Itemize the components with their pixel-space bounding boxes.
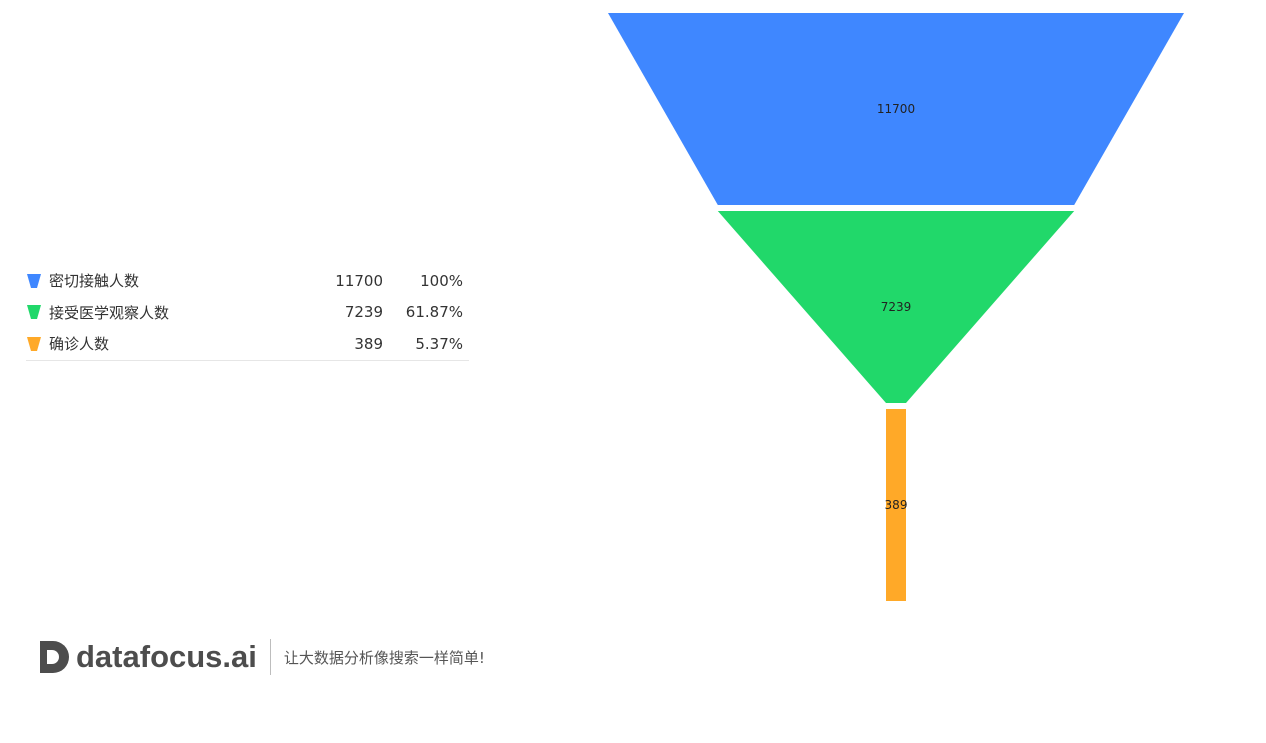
funnel-data-label: 11700 bbox=[877, 102, 915, 116]
legend-marker-shape bbox=[27, 273, 41, 288]
legend: 密切接触人数 11700 100% 接受医学观察人数 7239 61.87% 确… bbox=[26, 265, 469, 361]
footer-divider bbox=[269, 639, 271, 675]
legend-stage-name: 密切接触人数 bbox=[49, 272, 140, 291]
funnel-segment[interactable] bbox=[886, 409, 906, 601]
legend-stage-name: 确诊人数 bbox=[49, 335, 110, 354]
funnel-icon bbox=[26, 336, 42, 352]
funnel-icon bbox=[26, 273, 42, 289]
legend-stage-percent: 5.37% bbox=[415, 334, 463, 353]
funnel-data-label: 389 bbox=[885, 498, 908, 512]
legend-stage-value: 11700 bbox=[335, 271, 383, 290]
legend-stage-percent: 100% bbox=[420, 271, 463, 290]
funnel-data-label: 7239 bbox=[881, 300, 912, 314]
legend-row[interactable]: 接受医学观察人数 7239 61.87% bbox=[26, 297, 469, 329]
funnel-segment[interactable] bbox=[608, 13, 1184, 205]
funnel-segment[interactable] bbox=[717, 211, 1075, 403]
legend-marker-shape bbox=[27, 305, 41, 320]
legend-row[interactable]: 确诊人数 389 5.37% bbox=[26, 328, 469, 360]
brand-name: datafocus.ai bbox=[76, 639, 257, 674]
legend-stage-value: 7239 bbox=[344, 303, 383, 322]
footer-logo: datafocus.ai 让大数据分析像搜索一样简单! bbox=[38, 636, 485, 678]
datafocus-logo-icon bbox=[40, 641, 69, 673]
legend-row[interactable]: 密切接触人数 11700 100% bbox=[26, 265, 469, 297]
legend-marker-shape bbox=[27, 336, 41, 351]
funnel-icon bbox=[26, 304, 42, 320]
brand-tagline: 让大数据分析像搜索一样简单! bbox=[283, 648, 485, 667]
legend-stage-value: 389 bbox=[354, 334, 383, 353]
legend-stage-name: 接受医学观察人数 bbox=[49, 303, 170, 322]
legend-stage-percent: 61.87% bbox=[405, 303, 463, 322]
